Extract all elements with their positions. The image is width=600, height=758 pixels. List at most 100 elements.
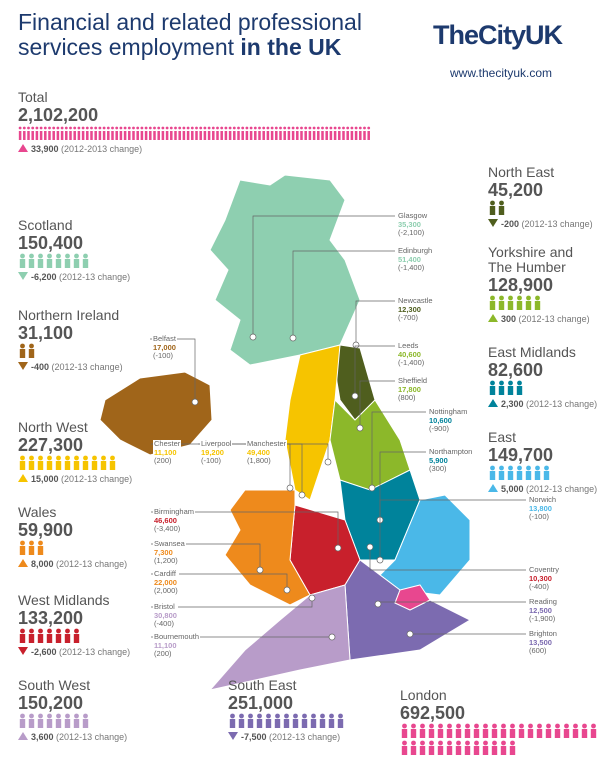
person-icon <box>74 253 79 259</box>
person-icon <box>455 746 462 755</box>
city-name: Nottingham <box>429 407 468 416</box>
person-icon <box>428 729 435 738</box>
city-change: (200) <box>154 456 172 465</box>
person-icon <box>37 634 44 643</box>
person-icon <box>437 746 444 755</box>
person-icon <box>545 729 552 738</box>
person-icon <box>402 740 407 746</box>
person-icon <box>161 126 165 130</box>
person-icon <box>346 131 349 140</box>
person-icon <box>473 746 480 755</box>
person-icon <box>410 729 417 738</box>
person-icon <box>483 723 488 729</box>
icon-row <box>19 713 89 728</box>
person-icon <box>572 729 579 738</box>
city-name: Reading <box>529 597 557 606</box>
person-icon <box>20 628 25 634</box>
city-dot <box>328 633 336 641</box>
person-icon <box>73 634 80 643</box>
person-icon <box>233 131 236 140</box>
arrow <box>18 474 28 482</box>
person-icon <box>182 131 186 140</box>
person-icon <box>456 723 461 729</box>
person-icon <box>537 723 542 729</box>
person-icon <box>29 253 34 259</box>
person-icon <box>420 723 425 729</box>
person-icon <box>310 719 317 728</box>
region-name: Total <box>18 89 48 105</box>
person-icon <box>270 126 274 130</box>
person-icon <box>275 713 280 719</box>
person-icon <box>508 380 513 386</box>
person-icon <box>92 455 97 461</box>
city-change: (-1,400) <box>398 358 425 367</box>
person-icon <box>211 126 215 130</box>
city-name: Edinburgh <box>398 246 433 255</box>
region-block: Northern Ireland 31,100 -400 (2012-13 chan… <box>18 308 128 372</box>
person-icon <box>446 729 453 738</box>
person-icon <box>410 746 417 755</box>
person-icon <box>18 131 22 140</box>
person-icon <box>195 126 198 130</box>
person-icon <box>47 253 52 259</box>
leader-line <box>151 511 339 548</box>
title: Financial and related professional servi… <box>18 10 362 60</box>
city-name: Belfast <box>153 334 176 343</box>
city-label: Birmingham 46,600 (-3,400) <box>153 507 196 534</box>
city-change: (800) <box>398 393 416 402</box>
leader-line <box>292 250 395 338</box>
person-icon <box>525 301 532 310</box>
region-value: 128,900 <box>488 275 554 295</box>
person-icon <box>73 131 76 140</box>
change-value: 300 <box>501 314 517 324</box>
leader-line <box>369 547 526 571</box>
person-icon <box>199 131 202 140</box>
person-icon <box>501 740 506 746</box>
icon-row <box>18 126 371 140</box>
city-change: (1,200) <box>154 556 178 565</box>
person-icon <box>64 259 71 268</box>
person-icon <box>501 723 506 729</box>
city-label: Manchester 49,400 (1,800) <box>246 439 288 466</box>
person-icon <box>228 131 232 140</box>
person-icon <box>249 131 253 140</box>
city-label: Bristol 30,800 (-400) <box>153 602 178 629</box>
person-icon <box>270 131 274 140</box>
change: -7,500 (2012-13 change) <box>228 732 348 742</box>
city-value: 11,100 <box>154 447 177 457</box>
person-icon <box>230 713 235 719</box>
change-arrow <box>18 474 28 482</box>
person-icon <box>489 206 496 215</box>
person-icon <box>491 746 498 755</box>
person-icon <box>293 713 298 719</box>
person-icon <box>19 349 26 358</box>
person-icon <box>28 634 35 643</box>
person-icon <box>203 126 207 130</box>
person-icon <box>136 126 140 130</box>
region-value: 59,900 <box>18 520 74 540</box>
person-icon <box>28 259 35 268</box>
person-icon <box>279 126 282 130</box>
person-icon <box>536 729 543 738</box>
person-icon <box>490 295 495 301</box>
person-icon <box>52 131 55 140</box>
person-icon <box>535 295 540 301</box>
person-icon <box>312 131 316 140</box>
person-icon <box>109 461 116 470</box>
icon-row <box>489 465 550 480</box>
person-icon <box>69 131 72 140</box>
person-icon <box>546 723 551 729</box>
person-icon <box>367 126 371 130</box>
change-arrow <box>488 219 498 227</box>
person-icon <box>455 729 462 738</box>
city-value: 10,300 <box>529 573 552 583</box>
person-icon <box>28 349 35 358</box>
city-label: Cardiff 22,000 (2,000) <box>153 569 179 596</box>
person-icon <box>56 253 61 259</box>
city-label: Bournemouth 11,100 (200) <box>153 632 201 659</box>
city-label: Glasgow 35,300 (-2,100) <box>397 211 429 238</box>
region-value: 2,102,200 <box>18 105 99 125</box>
city-label: Norwich 13,800 (-100) <box>528 495 558 522</box>
leader-line <box>371 411 426 488</box>
person-icon <box>153 126 156 130</box>
